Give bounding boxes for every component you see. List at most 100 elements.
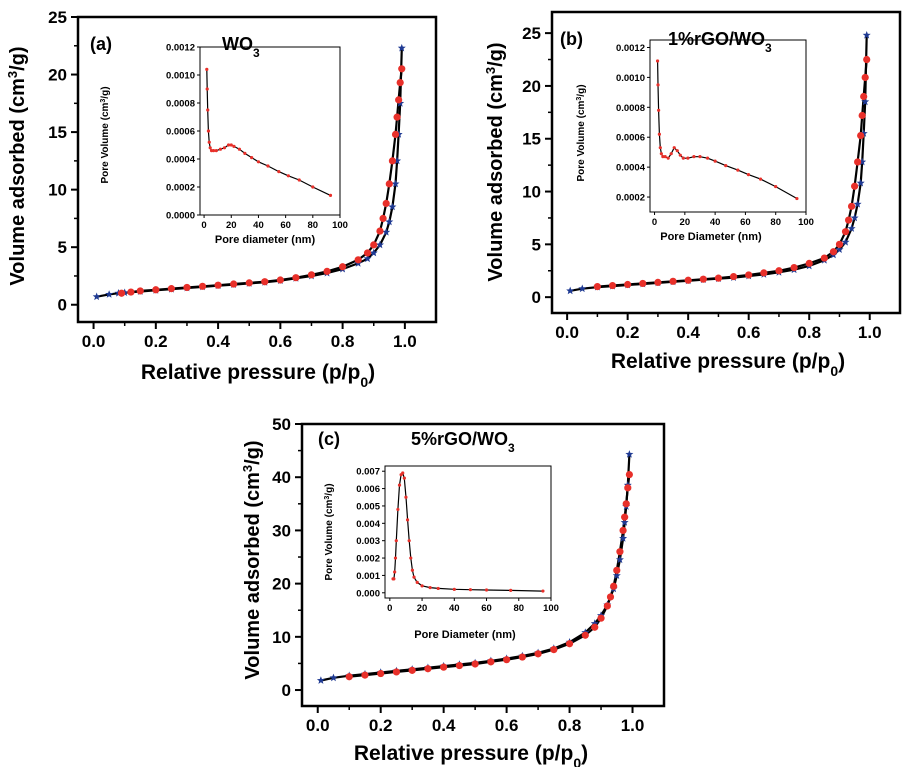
y-tick-label: 20 [48, 66, 67, 85]
inset-pore-point [206, 129, 211, 133]
desorption-point [345, 673, 353, 681]
panel-a-y-tick-labels: 0 5 10 15 20 25 [48, 8, 67, 315]
inset-x-tick-label: 100 [332, 220, 348, 231]
inset-x-tick-label: 40 [253, 220, 264, 231]
inset-pore-point [661, 155, 665, 159]
inset-y-tick-label: 0.0012 [616, 43, 645, 54]
panel-c-y-axis-title: Volume adsorbed (cm3/g) [240, 440, 265, 679]
inset-y-tick-label: 0.0010 [616, 73, 645, 84]
inset-pore-point [211, 149, 216, 153]
panel-a-inset-x-tick-labels: 0 20 40 60 80 100 [201, 220, 348, 231]
panel-c-label: (c) [318, 429, 340, 449]
adsorption-point [856, 178, 865, 187]
desorption-point [550, 646, 558, 654]
inset-pore-point [208, 146, 212, 150]
inset-pore-curve [657, 60, 798, 200]
desorption-curve [349, 474, 631, 678]
x-tick-label: 0.4 [432, 716, 456, 735]
desorption-point [606, 593, 615, 601]
desorption-point [608, 281, 617, 290]
inset-pore-point [724, 164, 728, 168]
y-tick-label: 20 [272, 575, 291, 594]
inset-pore-point [659, 152, 663, 156]
desorption-point [370, 241, 378, 249]
desorption-point [230, 280, 238, 288]
inset-y-tick-label: 0.0000 [166, 211, 195, 222]
desorption-point [857, 131, 865, 140]
desorption-point [854, 158, 862, 166]
desorption-point [198, 282, 207, 290]
desorption-point [127, 288, 135, 296]
inset-pore-point [420, 584, 424, 588]
panel-c-markers [316, 450, 634, 684]
inset-pore-point [256, 160, 261, 164]
inset-pore-point [484, 588, 489, 592]
adsorption-point [619, 534, 628, 542]
inset-y-tick-label: 0.0006 [616, 133, 645, 144]
desorption-point [639, 279, 647, 288]
desorption-point [654, 278, 662, 286]
panel-c-inset-y-axis-title: Pore Volume (cm3/g) [324, 483, 336, 580]
panel-a-inset-y-tick-labels: 0.0000 0.0002 0.0004 0.0006 0.0008 0.0010 0.00… [166, 43, 196, 222]
panel-b-x-axis-title: Relative pressure (p/p0) [611, 350, 845, 379]
inset-pore-point [541, 589, 545, 593]
inset-pore-point [232, 144, 236, 148]
desorption-point [363, 249, 372, 257]
x-tick-label: 0.2 [616, 323, 640, 342]
inset-y-tick-label: 0.007 [356, 467, 380, 478]
adsorption-point [615, 555, 624, 564]
inset-pore-point [795, 196, 799, 201]
inset-x-tick-label: 60 [280, 220, 291, 231]
inset-y-tick-label: 0.004 [356, 519, 380, 530]
adsorption-point [620, 518, 629, 526]
inset-x-tick-label: 100 [798, 217, 814, 228]
desorption-point [214, 281, 222, 289]
panel-a-x-axis-title: Relative pressure (p/p0) [141, 361, 375, 390]
y-tick-label: 5 [58, 238, 67, 257]
desorption-point [276, 276, 284, 284]
adsorption-point [92, 292, 101, 301]
y-tick-label: 40 [272, 468, 291, 487]
desorption-point [398, 65, 406, 73]
y-tick-label: 15 [48, 123, 67, 142]
inset-pore-point [311, 185, 315, 189]
desorption-point [669, 277, 677, 285]
adsorption-point [625, 450, 634, 458]
adsorption-point [861, 97, 870, 106]
desorption-point [136, 287, 144, 295]
panel-a-inset: 0.0000 0.0002 0.0004 0.0006 0.0008 0.0010 0.00… [100, 43, 348, 247]
panel-b-inset: 0.0002 0.0004 0.0006 0.0008 0.0010 0.0012 0 20… [576, 39, 814, 243]
x-tick-label: 1.0 [393, 332, 417, 351]
panel-c-x-tick-labels: 0.0 0.2 0.4 0.6 0.8 1.0 [306, 716, 644, 735]
desorption-point [603, 602, 611, 610]
desorption-point [385, 180, 393, 188]
y-tick-label: 0 [58, 296, 67, 315]
desorption-point [593, 282, 601, 291]
panel-a-y-axis-title: Volume adsorbed (cm3/g) [5, 46, 30, 285]
x-tick-label: 0.0 [306, 716, 330, 735]
adsorption-point [566, 286, 575, 295]
x-tick-label: 0.6 [495, 716, 519, 735]
desorption-point [610, 582, 618, 590]
panel-b-inset-curve [655, 59, 799, 201]
x-tick-label: 0.8 [558, 716, 582, 735]
panel-a-markers [92, 43, 406, 301]
x-tick-label: 1.0 [621, 716, 645, 735]
desorption-point [714, 274, 723, 282]
inset-pore-point [713, 159, 717, 163]
y-tick-label: 0 [282, 681, 291, 700]
inset-y-tick-label: 0.0002 [616, 193, 645, 204]
panel-b-x-tick-labels: 0.0 0.2 0.4 0.6 0.8 1.0 [555, 323, 881, 342]
desorption-point [622, 500, 630, 508]
panel-c-inset-y-tick-labels: 0.000 0.001 0.002 0.003 0.004 0.005 0.006 0.007 [356, 467, 380, 600]
adsorption-point [316, 676, 325, 684]
inset-pore-point [286, 174, 290, 178]
desorption-point [729, 272, 738, 281]
inset-pore-point [393, 556, 398, 560]
inset-pore-point [266, 164, 270, 168]
desorption-point [861, 73, 869, 82]
desorption-point [261, 278, 269, 286]
desorption-point [699, 275, 707, 283]
inset-pore-point [672, 146, 676, 150]
adsorption-point [853, 200, 862, 208]
